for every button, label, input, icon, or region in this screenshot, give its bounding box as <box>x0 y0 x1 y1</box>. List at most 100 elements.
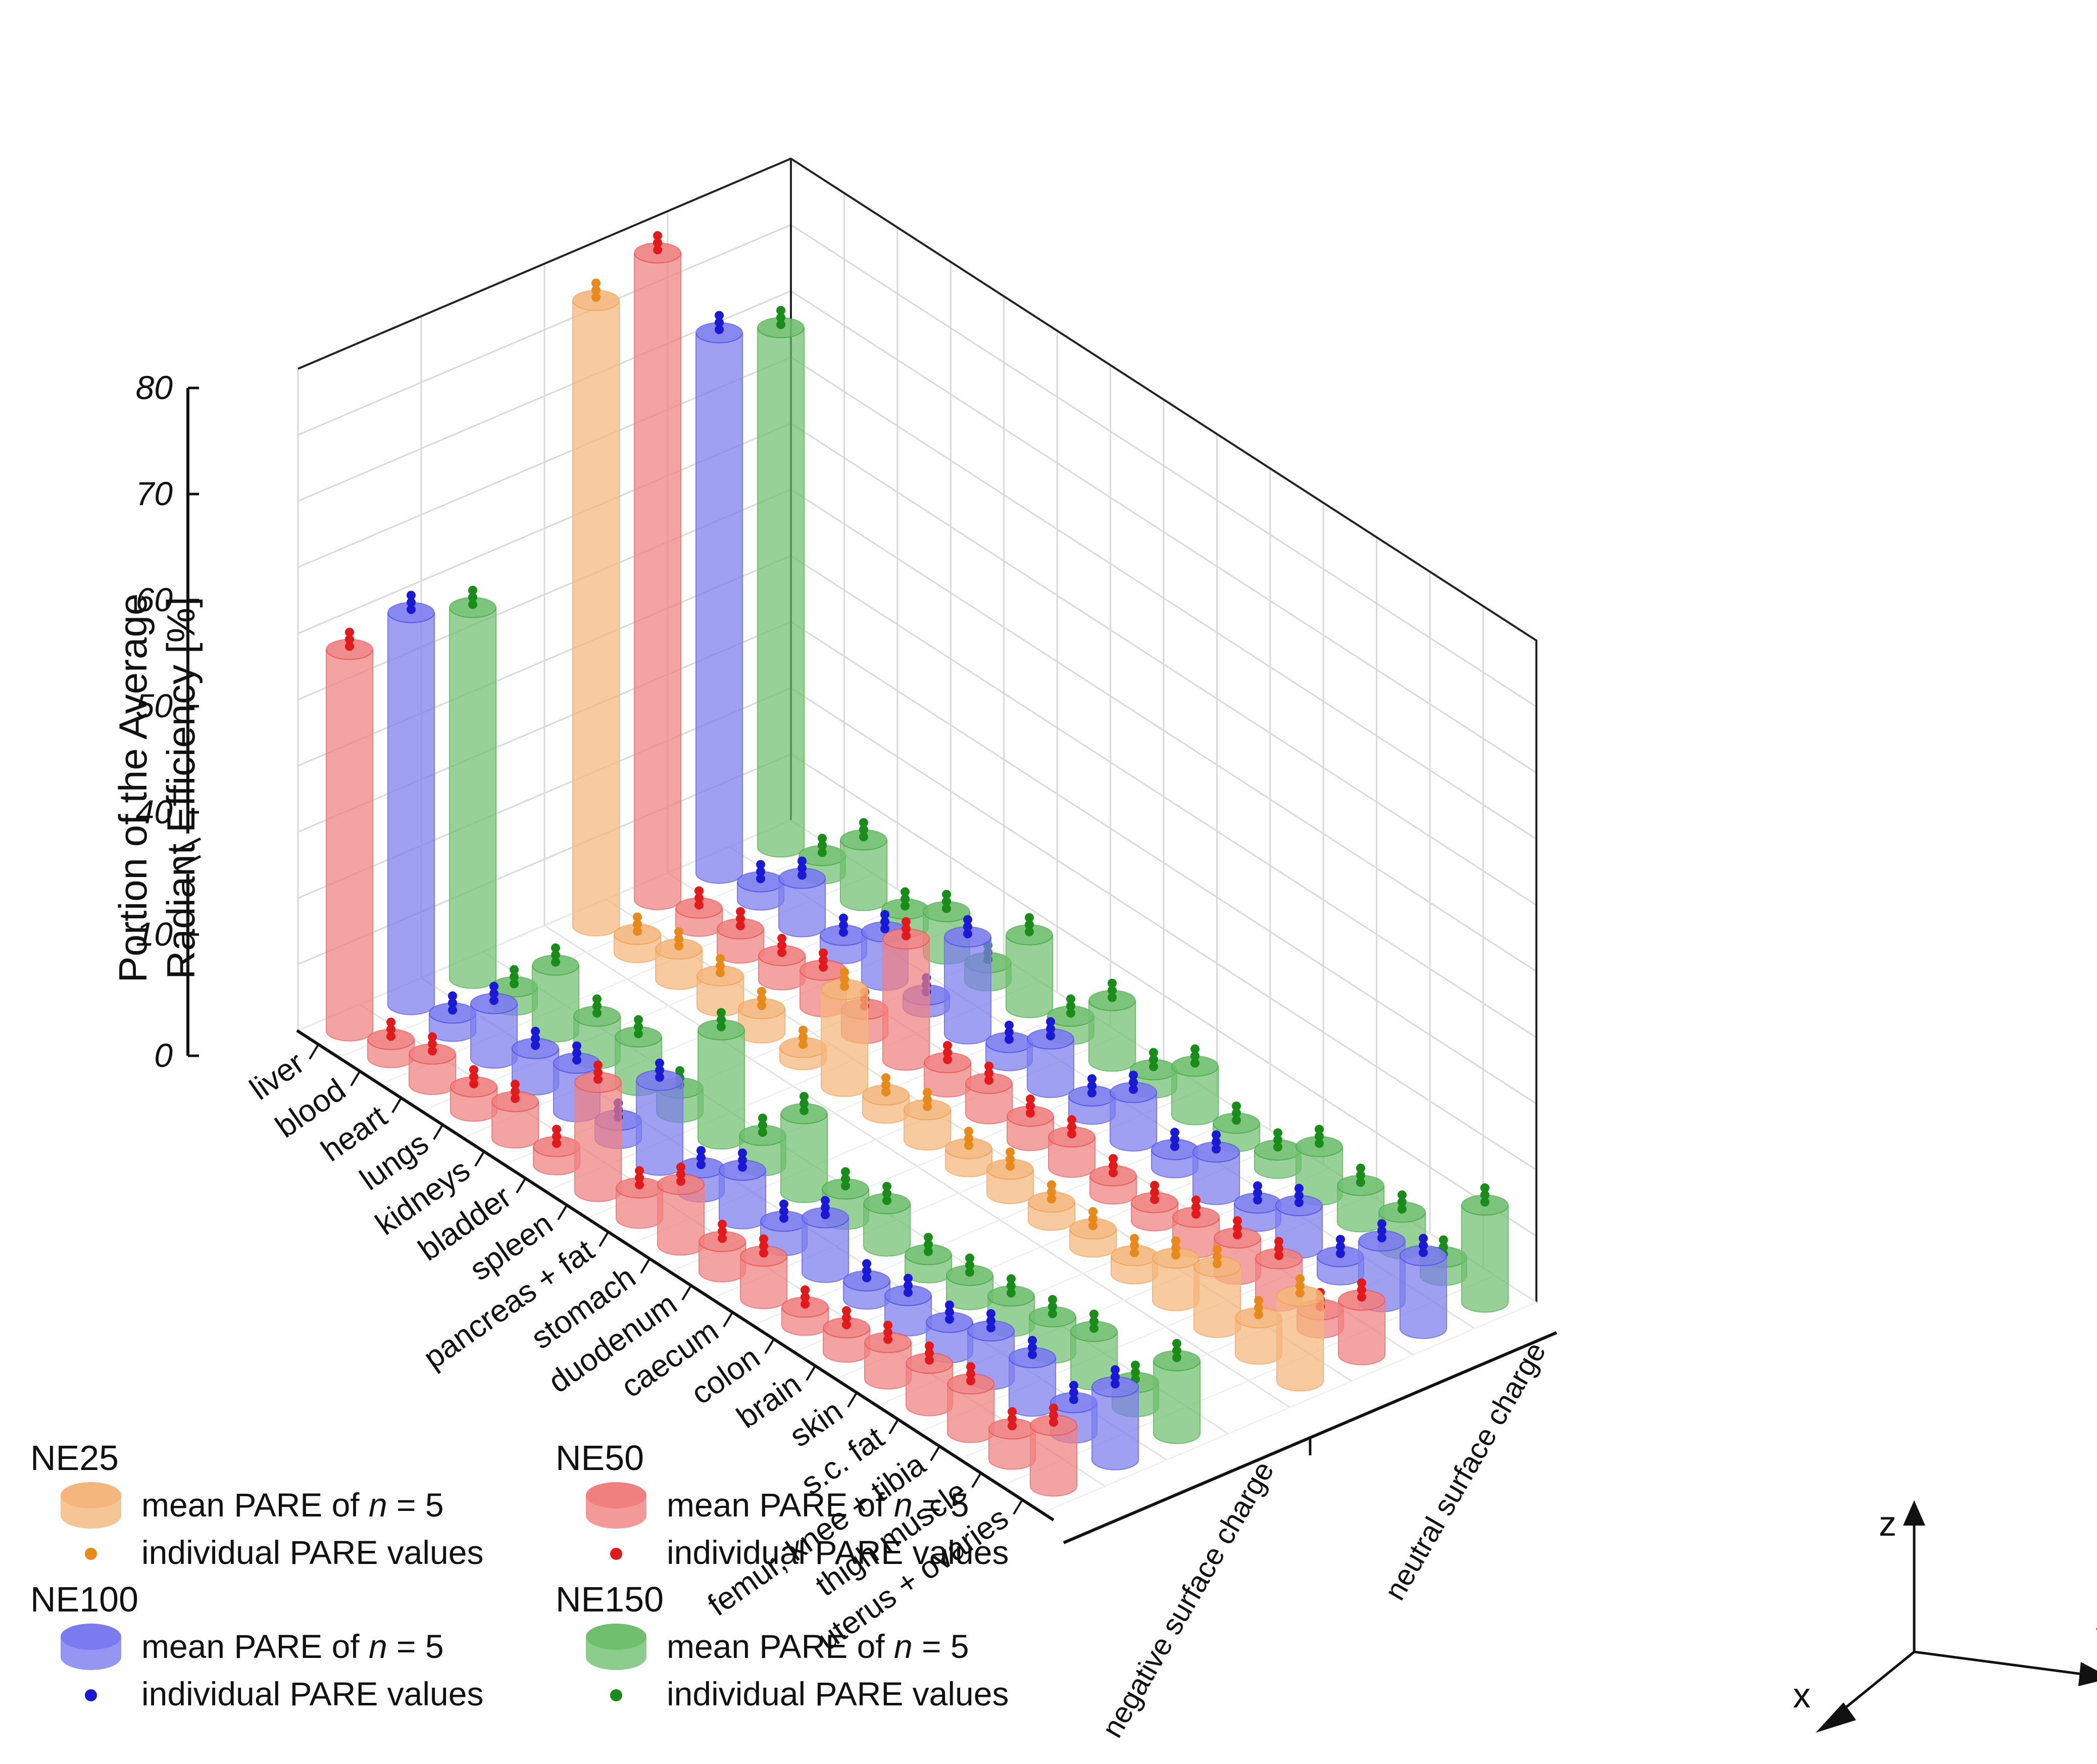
x-tick-mark <box>433 1123 444 1140</box>
x-tick-mark <box>474 1150 485 1167</box>
x-tick-mark <box>309 1043 320 1060</box>
individual-dot <box>756 860 765 869</box>
individual-dot <box>407 598 416 607</box>
individual-dot <box>984 1061 993 1071</box>
individual-dot <box>1377 1226 1386 1236</box>
individual-dot <box>776 313 785 322</box>
individual-dot <box>674 927 683 937</box>
individual-dot <box>1172 1346 1181 1355</box>
individual-dot <box>1149 1062 1158 1071</box>
individual-dot <box>1046 1031 1055 1041</box>
individual-dot <box>880 910 889 919</box>
individual-dot <box>634 1022 643 1032</box>
x-tick-mark <box>640 1257 651 1274</box>
individual-dot <box>963 922 972 932</box>
individual-dot <box>676 1169 685 1179</box>
individual-dot <box>634 1015 643 1024</box>
individual-dot <box>1419 1248 1428 1257</box>
individual-dot <box>963 915 972 924</box>
individual-dot <box>510 965 519 974</box>
bar-body <box>634 253 681 910</box>
individual-dot <box>777 948 786 957</box>
individual-dot <box>1089 1316 1099 1326</box>
individual-dot <box>1397 1204 1407 1214</box>
individual-dot <box>1048 1302 1057 1311</box>
legend-individual-label: individual PARE values <box>667 1534 1009 1571</box>
individual-dot <box>1088 1221 1097 1231</box>
individual-dot <box>1357 1292 1366 1302</box>
legend-mean-prefix: mean PARE of <box>667 1628 894 1665</box>
individual-dot <box>1191 1202 1201 1212</box>
individual-dot <box>1356 1178 1365 1187</box>
z-tick-label: 60 <box>136 581 173 618</box>
individual-dot <box>966 1376 975 1386</box>
legend-mean-label: mean PARE of n = 5 <box>141 1628 444 1665</box>
individual-dot <box>510 979 519 989</box>
legend-individual-label: individual PARE values <box>667 1675 1009 1712</box>
individual-dot <box>552 1124 561 1134</box>
individual-dot <box>345 642 354 651</box>
dir-label-y: y <box>2096 1615 2097 1654</box>
individual-dot <box>1025 927 1034 937</box>
individual-dot <box>882 1182 891 1191</box>
bar-NE100-negative-stomach <box>719 1148 766 1230</box>
bar-NE25-neutral-uterus-ovaries <box>1276 1274 1324 1392</box>
bar-NE100-negative-liver <box>387 591 435 1015</box>
individual-dot <box>1356 1170 1365 1180</box>
bar-NE100-negative-blood <box>429 991 476 1042</box>
individual-dot <box>839 920 848 930</box>
individual-dot <box>1047 1180 1056 1190</box>
legend-title: NE50 <box>556 1438 644 1478</box>
bar-NE150-negative-spleen <box>697 1008 745 1150</box>
individual-dot <box>798 1025 808 1035</box>
individual-dot <box>591 285 601 295</box>
individual-dot <box>1130 1234 1139 1243</box>
individual-dot <box>407 591 416 600</box>
individual-dot <box>1130 1248 1139 1257</box>
individual-dot <box>1439 1235 1448 1245</box>
individual-dot <box>881 1073 890 1083</box>
legend-title: NE100 <box>30 1580 138 1619</box>
individual-dot <box>1356 1163 1365 1173</box>
individual-dot <box>923 1095 932 1104</box>
individual-dot <box>428 1039 437 1049</box>
individual-dot <box>1397 1190 1407 1200</box>
individual-dot <box>1294 1198 1304 1207</box>
bar-NE25-neutral-brain <box>1069 1207 1117 1258</box>
bars-group <box>326 231 1509 1497</box>
individual-dot <box>1172 1339 1181 1348</box>
individual-dot <box>965 1267 974 1277</box>
individual-dot <box>821 1210 830 1219</box>
individual-dot <box>738 1162 747 1172</box>
legend-n-symbol: n <box>894 1486 913 1524</box>
individual-dot <box>655 1058 664 1068</box>
individual-dot <box>1108 986 1117 995</box>
bar-NE50-negative-heart <box>409 1032 456 1095</box>
individual-dot <box>1190 1058 1200 1068</box>
individual-dot <box>592 994 602 1004</box>
bar-NE25-neutral-colon <box>1028 1180 1075 1231</box>
bar-NE150-negative-brain <box>946 1253 993 1310</box>
bar-NE50-neutral-brain <box>1131 1181 1178 1232</box>
individual-dot <box>531 1041 540 1050</box>
bar-NE50-negative-duodenum <box>698 1219 746 1283</box>
bar-NE150-negative-caecum <box>863 1182 911 1257</box>
individual-dot <box>840 967 849 977</box>
individual-dot <box>1419 1241 1428 1250</box>
individual-dot <box>986 1309 995 1318</box>
bar-NE100-neutral-colon <box>1151 1128 1199 1179</box>
individual-dot <box>1357 1285 1366 1295</box>
x-tick-mark <box>1013 1498 1024 1515</box>
bar-body <box>695 332 743 884</box>
bar-NE50-negative-thigh-muscle <box>988 1407 1036 1470</box>
individual-dot <box>1047 1194 1056 1204</box>
individual-dot <box>1295 1281 1305 1291</box>
individual-dot <box>777 941 786 950</box>
legend-title: NE25 <box>30 1438 119 1478</box>
individual-dot <box>1069 1395 1078 1404</box>
individual-dot <box>1190 1051 1200 1061</box>
individual-dot <box>1028 1336 1037 1345</box>
individual-dot <box>859 832 868 842</box>
individual-dot <box>1008 1421 1017 1431</box>
individual-dot <box>986 1316 995 1326</box>
